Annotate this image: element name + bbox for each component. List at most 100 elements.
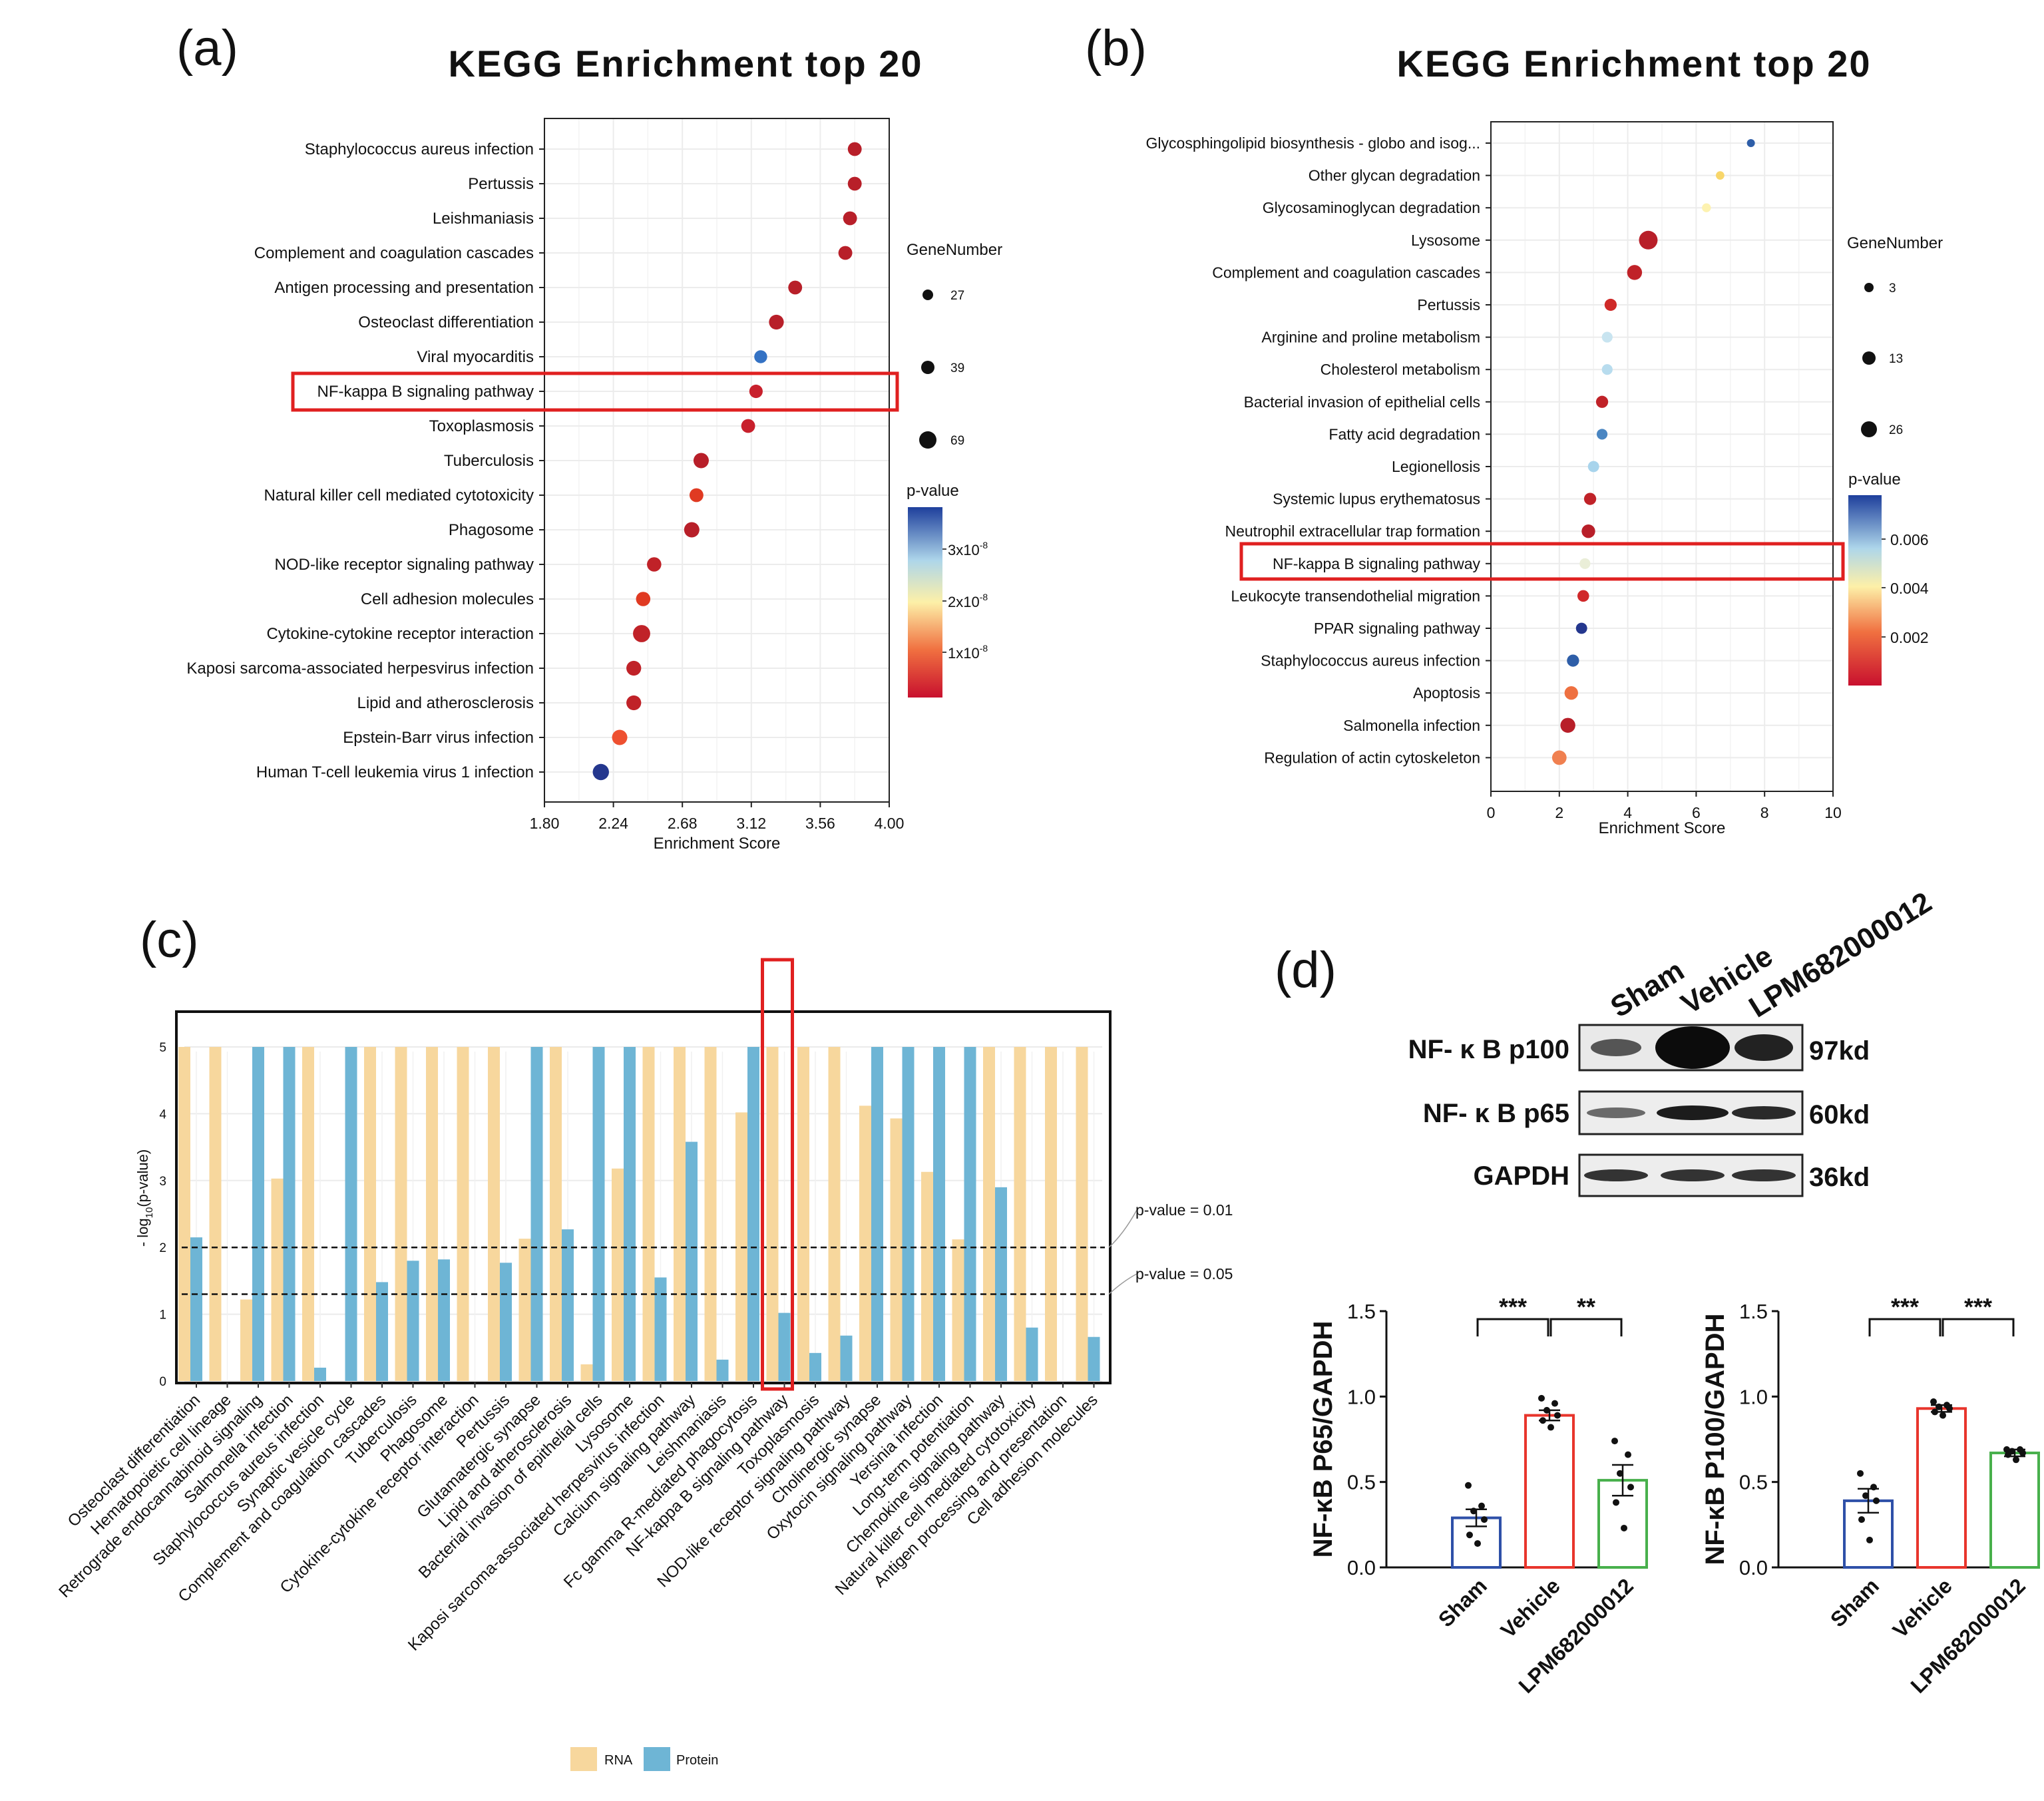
a-term-label: NF-kappa B signaling pathway [317,383,534,401]
western-blot: Sham Vehicle LPM682000012 NF- κ B p100 N… [1408,886,1938,1197]
c-bar-protein [190,1237,202,1381]
a-term-label: Epstein-Barr virus infection [343,729,534,747]
c-bar-protein [562,1229,574,1381]
c-bar-protein [840,1335,853,1381]
lane-label: LPM682000012 [1743,886,1938,1024]
c-bar-protein [624,1047,636,1381]
a-point [847,142,862,156]
panel-a-size-legend-label: 39 [950,361,964,375]
panel-b-highlight-box [1239,542,1845,581]
a-point [741,419,755,433]
panel-c-bars [178,1047,1100,1381]
a-point [592,763,609,781]
c-y-tick-label: 5 [159,1041,166,1055]
panel-label-d: (d) [1275,942,1336,998]
b-term-label: Pertussis [1417,296,1480,313]
d2-data-point [2003,1446,2010,1453]
a-point [626,695,642,711]
c-bar-protein [747,1047,759,1381]
b-term-label: Legionellosis [1392,458,1480,475]
c-y-tick-label: 0 [159,1375,166,1389]
b-x-tick-label: 0 [1487,804,1496,821]
blot-protein-label: NF- κ B p65 [1423,1099,1569,1128]
panel-a-points [592,142,862,781]
b-term-label: Regulation of actin cytoskeleton [1264,749,1480,766]
a-term-label: Lipid and atherosclerosis [357,694,534,712]
d2-significance-bracket [1868,1318,1942,1336]
b-term-label: Complement and coagulation cascades [1212,264,1480,281]
d2-data-point [2013,1456,2019,1464]
b-point [1601,364,1613,375]
c-bar-protein [809,1352,821,1381]
panel-c-plot-frame [175,1010,1112,1384]
d1-data-point [1547,1424,1554,1431]
b-point [1716,171,1725,180]
c-bar-protein [438,1259,450,1381]
c-bar-rna [518,1239,531,1381]
panel-a-term-labels: Staphylococcus aureus infection Pertussis… [186,140,534,781]
panel-a-size-legend-dot-medium [921,361,934,374]
b-point [1601,331,1613,343]
d1-y-tick-label: 0.0 [1347,1556,1376,1579]
a-point [684,522,700,538]
a-point [636,592,651,606]
panel-a-color-bar [908,507,942,698]
panel-label-c: (c) [140,912,199,968]
c-bar-protein [995,1187,1007,1381]
d2-y-tick-label: 0.5 [1739,1471,1768,1494]
a-point [647,557,662,572]
panel-label-a: (a) [176,20,238,77]
c-bar-protein [530,1047,543,1381]
panel-b-color-legend-label: 0.006 [1890,531,1929,548]
a-term-label: Toxoplasmosis [429,417,534,435]
panel-b-term-labels: Glycosphingolipid biosynthesis - globo a… [1146,134,1481,766]
c-bar-rna [1014,1047,1026,1381]
c-bar-rna [395,1047,407,1381]
c-bar-rna [983,1047,995,1381]
c-bar-rna [550,1047,562,1381]
a-point [754,350,767,363]
d2-data-point [1858,1516,1865,1523]
panel-b-points [1551,139,1755,765]
b-term-label: Lysosome [1411,232,1480,249]
panel-b-size-legend-title: GeneNumber [1847,234,1943,252]
panel-label-b: (b) [1085,20,1147,77]
c-bar-protein [964,1047,976,1381]
c-bar-protein [592,1047,605,1381]
d1-data-point [1538,1394,1545,1402]
panel-c: 0 1 2 3 4 5 Osteoclast differentiationHematop… [55,958,1233,1771]
d2-significance-bracket [1942,1318,2015,1336]
a-point [633,625,650,642]
c-y-tick-label: 1 [159,1308,166,1322]
b-point [1564,686,1578,700]
c-bar-protein [345,1047,357,1381]
b-point [1551,750,1567,765]
blot-band [1661,1169,1725,1181]
c-bar-rna [580,1364,593,1381]
d2-y-tick-label: 1.5 [1739,1300,1768,1323]
panel-c-thresholds: p-value = 0.01 p-value = 0.05 [182,1201,1233,1295]
panel-a: KEGG Enrichment top 20 Staphylococcus au… [186,43,1002,853]
c-bar-rna [178,1047,190,1381]
d1-data-point [1478,1502,1485,1509]
panel-b-plot-frame [1490,121,1834,792]
b-x-tick-label: 4 [1623,804,1632,821]
c-bar-protein [778,1312,791,1381]
c-bar-protein [252,1047,264,1381]
panel-b-color-legend-title: p-value [1848,471,1901,489]
panel-b-size-legend-label: 3 [1889,282,1896,296]
a-term-label: NOD-like receptor signaling pathway [274,556,534,574]
panel-b-size-legend-dot-large [1861,421,1877,437]
b-x-tick-label: 6 [1692,804,1701,821]
c-bar-rna [921,1171,933,1381]
d2-data-point [1930,1398,1937,1406]
a-term-label: Viral myocarditis [417,348,534,366]
a-term-label: Cell adhesion molecules [361,590,534,608]
d2-y-tick-label: 0.0 [1739,1556,1768,1579]
a-point [788,280,803,295]
c-bar-protein [654,1277,667,1381]
a-term-label: Pertussis [468,175,534,193]
a-point [843,211,857,226]
